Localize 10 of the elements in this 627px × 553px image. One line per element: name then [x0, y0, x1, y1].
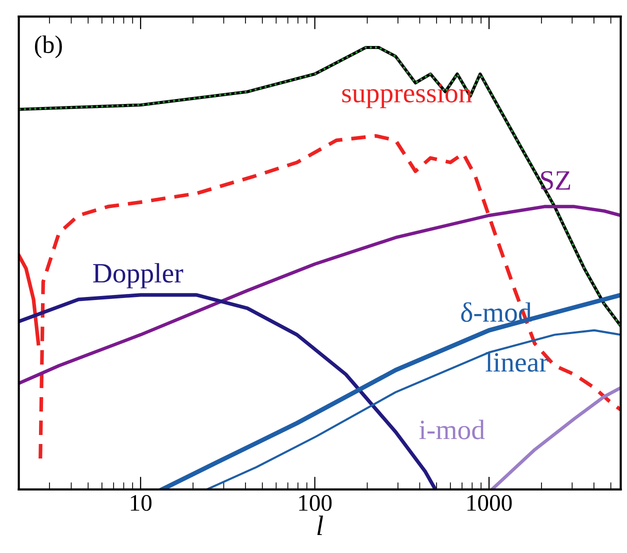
series-label: SZ: [541, 171, 570, 190]
x-axis-title: l: [317, 516, 324, 535]
x-tick-label: 1000: [468, 494, 512, 511]
series-label: i-mod: [419, 420, 485, 440]
annotation: (b): [34, 36, 62, 58]
series-label: suppression: [342, 84, 472, 108]
x-tick-label: 100: [299, 494, 332, 511]
series-label: linear: [486, 352, 548, 372]
series-label: Doppler: [93, 263, 184, 288]
x-tick-label: 10: [130, 494, 152, 511]
